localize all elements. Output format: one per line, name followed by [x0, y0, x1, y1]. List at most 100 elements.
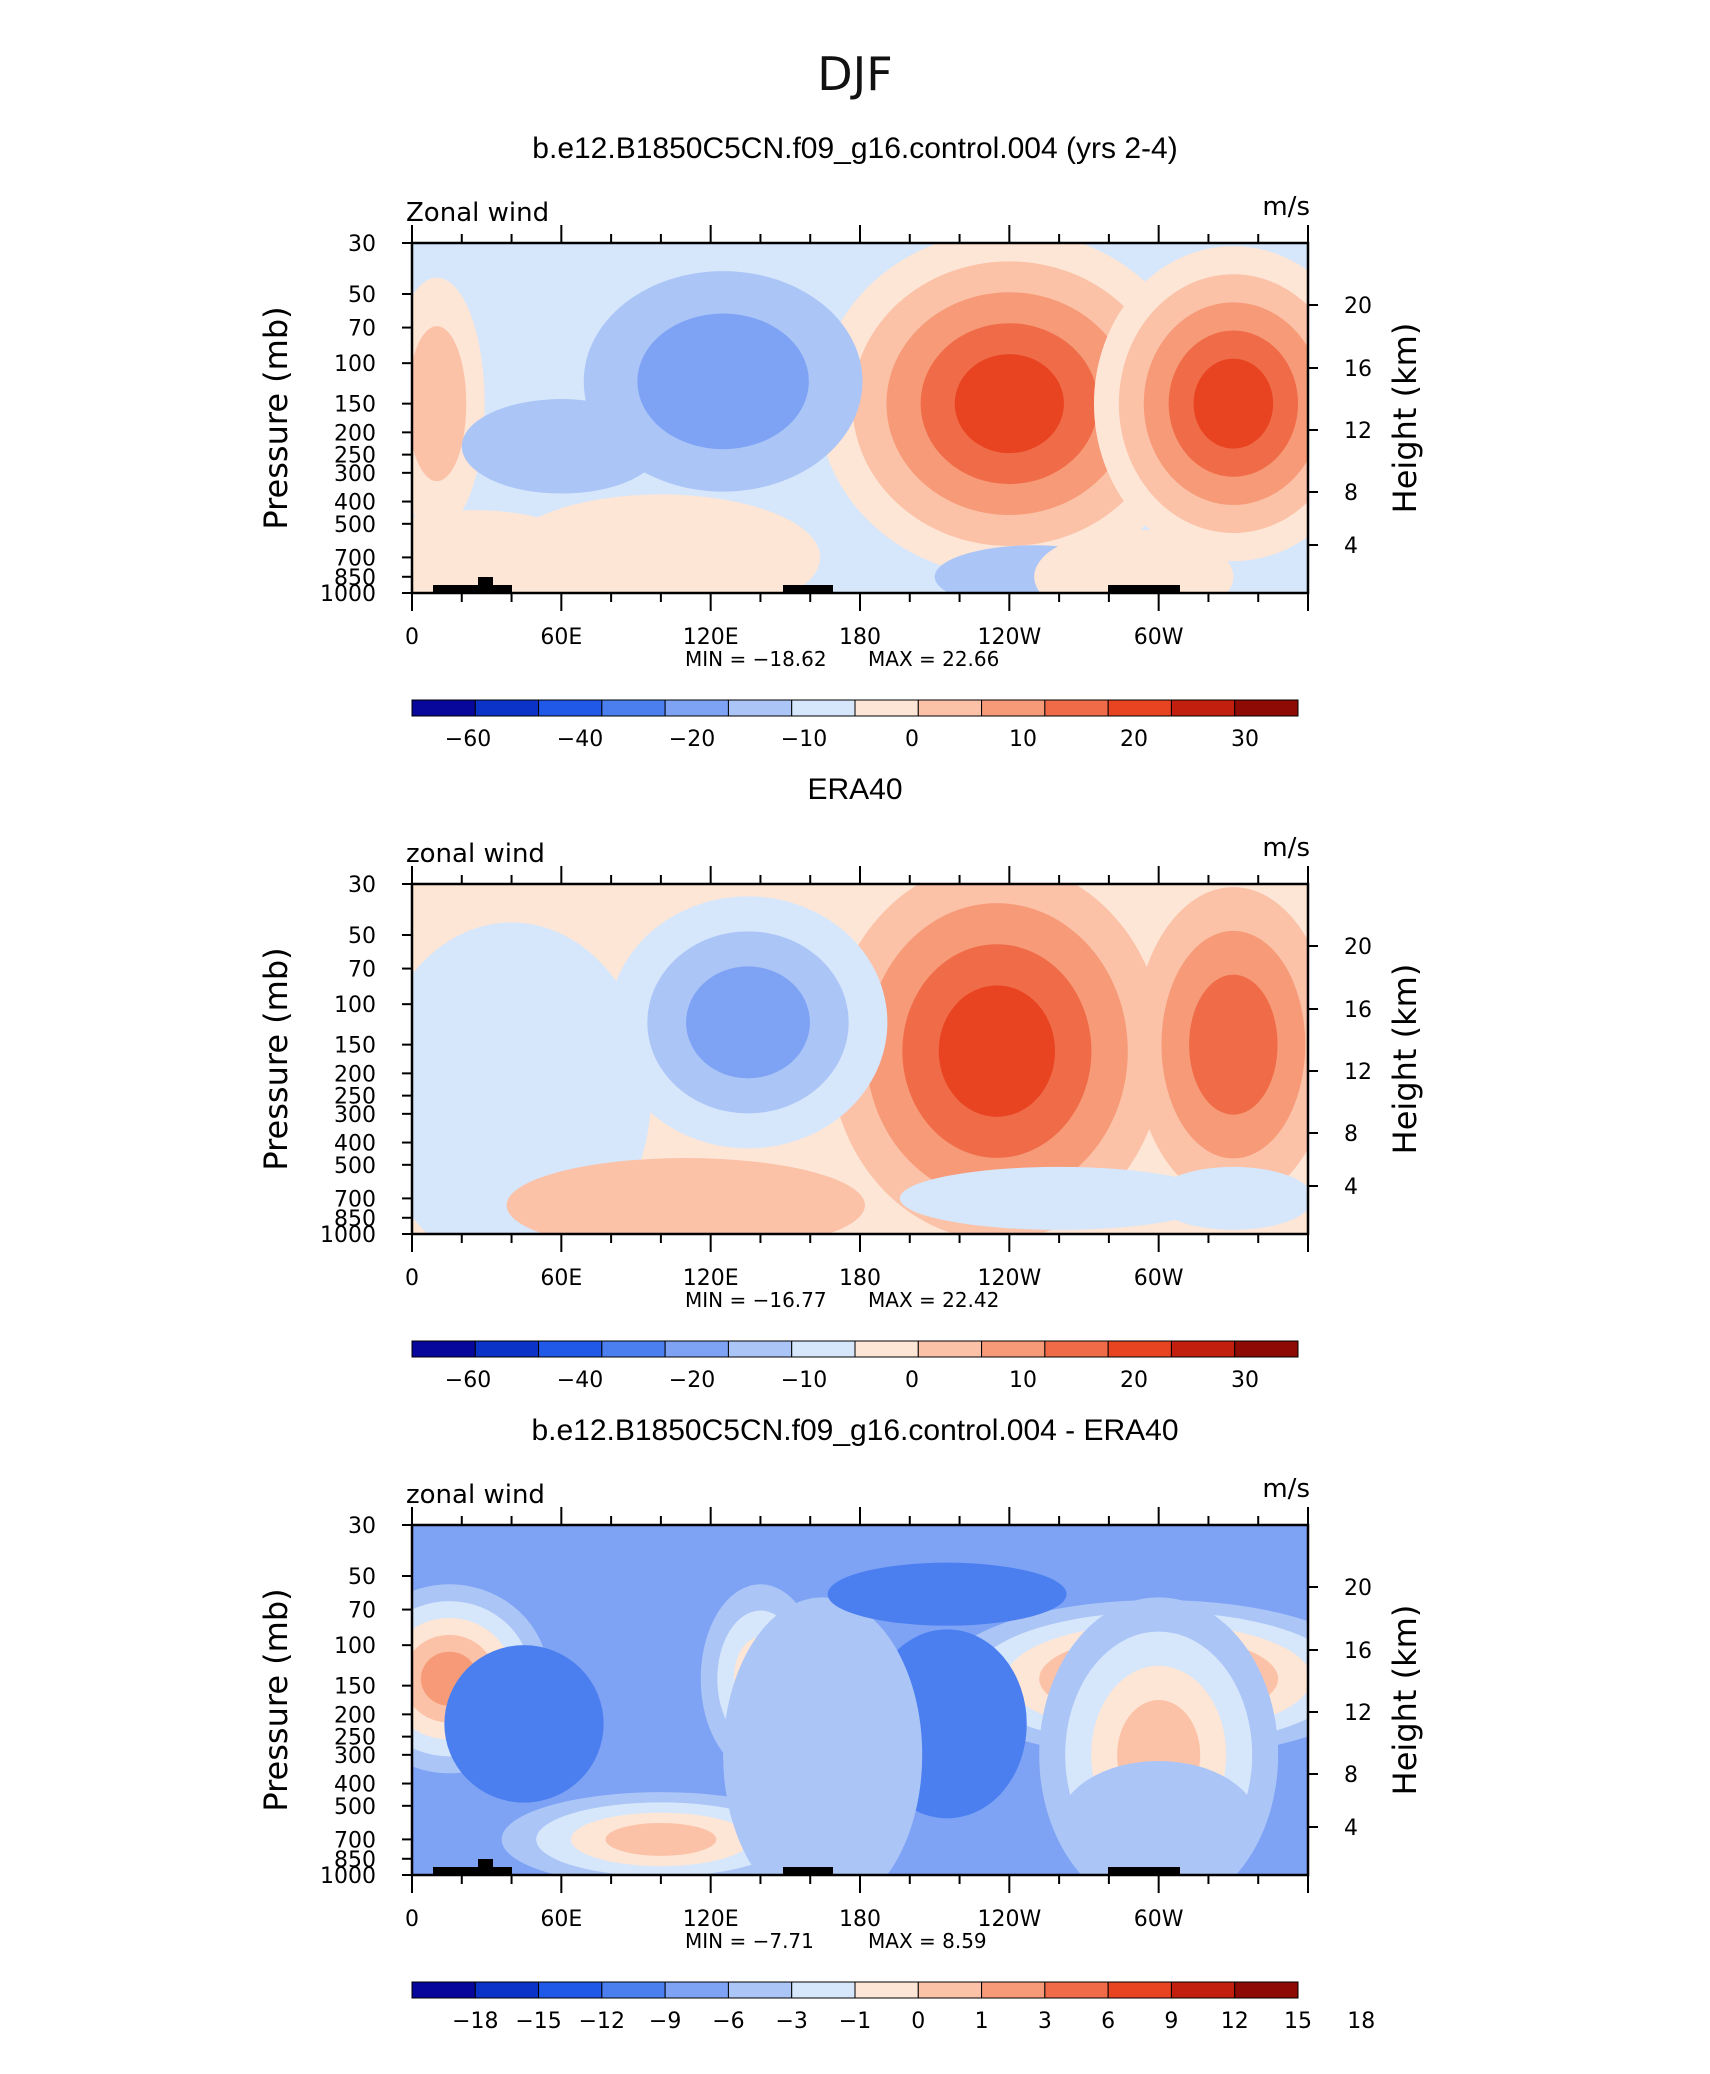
colorbar-swatch	[474, 1340, 540, 1358]
contour-band	[637, 313, 809, 450]
y-tick-label: 50	[348, 924, 376, 949]
contour-field	[412, 243, 1308, 593]
colorbar-swatch	[854, 699, 919, 717]
colorbar-swatch	[981, 1981, 1046, 1999]
colorbar-label: −60	[445, 727, 491, 752]
x-tick-label: 0	[405, 1266, 419, 1291]
colorbar-label: −20	[669, 1368, 715, 1393]
colorbar-label: 15	[1284, 2009, 1312, 2034]
contour-band	[827, 1562, 1067, 1626]
y-tick-label: 70	[348, 1599, 376, 1624]
colorbar-label: 20	[1120, 727, 1148, 752]
colorbar-label: 18	[1347, 2009, 1375, 2034]
y-tick-label: 250	[334, 1726, 376, 1751]
variable-label: Zonal wind	[406, 198, 549, 228]
colorbar-swatch	[1044, 1981, 1109, 1999]
contour-band	[605, 1822, 717, 1856]
chart-title: b.e12.B1850C5CN.f09_g16.control.004 - ER…	[531, 1414, 1178, 1447]
y2-tick-label: 16	[1344, 998, 1372, 1023]
topography-mark	[493, 1867, 512, 1875]
contour-band	[954, 354, 1064, 454]
colorbar-swatch	[474, 699, 540, 717]
x-tick-label: 180	[839, 625, 881, 650]
panels: b.e12.B1850C5CN.f09_g16.control.004 (yrs…	[257, 132, 1424, 2034]
y-tick-label: 150	[334, 1034, 376, 1059]
y-tick-label: 50	[348, 1565, 376, 1590]
contour-band	[1059, 1761, 1259, 1875]
colorbar-swatch	[474, 1981, 540, 1999]
colorbar-swatch	[1234, 699, 1299, 717]
colorbar-swatch	[791, 1340, 856, 1358]
x-tick-label: 120W	[977, 625, 1041, 650]
units-label: m/s	[1262, 1474, 1310, 1504]
y-tick-label: 200	[334, 1062, 376, 1087]
y-axis-label: Pressure (mb)	[257, 306, 295, 529]
colorbar-label: −10	[781, 1368, 827, 1393]
y2-tick-label: 16	[1344, 1639, 1372, 1664]
y-tick-label: 400	[334, 491, 376, 516]
colorbar-swatch	[1107, 1981, 1172, 1999]
contour-field	[412, 884, 1308, 1234]
colorbar-label: 6	[1101, 2009, 1115, 2034]
contour-band	[506, 1158, 865, 1234]
variable-label: zonal wind	[406, 1480, 545, 1510]
colorbar-label: 3	[1038, 2009, 1052, 2034]
contour-band	[412, 326, 467, 482]
y-tick-label: 1000	[320, 1864, 376, 1889]
colorbar-swatch	[664, 699, 729, 717]
contour-band	[723, 1597, 923, 1875]
colorbar-label: −9	[649, 2009, 681, 2034]
y-tick-label: 400	[334, 1132, 376, 1157]
min-value-text: MIN = −7.71	[685, 1929, 814, 1953]
x-tick-label: 60E	[540, 1266, 582, 1291]
colorbar-swatch	[1170, 1340, 1236, 1358]
colorbar-label: −6	[712, 2009, 744, 2034]
contour-band	[938, 985, 1056, 1117]
colorbar-label: 20	[1120, 1368, 1148, 1393]
colorbar-swatch	[1107, 699, 1172, 717]
colorbar-swatch	[791, 699, 856, 717]
x-tick-label: 60W	[1134, 1907, 1184, 1932]
x-tick-label: 120E	[683, 625, 739, 650]
topography-mark	[493, 585, 512, 593]
y2-tick-label: 12	[1344, 419, 1372, 444]
min-value-text: MIN = −16.77	[685, 1288, 827, 1312]
colorbar-swatch	[1107, 1340, 1172, 1358]
x-tick-label: 120W	[977, 1907, 1041, 1932]
y-tick-label: 100	[334, 993, 376, 1018]
y-tick-label: 300	[334, 1744, 376, 1769]
colorbar-label: −40	[557, 727, 603, 752]
colorbar-label: 0	[905, 1368, 919, 1393]
y2-tick-label: 4	[1344, 1816, 1358, 1841]
colorbar-swatch	[727, 1981, 793, 1999]
y-tick-label: 70	[348, 317, 376, 342]
x-tick-label: 180	[839, 1907, 881, 1932]
colorbar-swatch	[538, 1981, 603, 1999]
topography-mark	[783, 585, 833, 593]
colorbar-swatch	[411, 699, 476, 717]
y-tick-label: 30	[348, 232, 376, 257]
x-tick-label: 120E	[683, 1266, 739, 1291]
y2-tick-label: 12	[1344, 1701, 1372, 1726]
colorbar-label: 9	[1164, 2009, 1178, 2034]
colorbar-swatch	[1044, 699, 1109, 717]
y-tick-label: 150	[334, 1675, 376, 1700]
colorbar-label: −40	[557, 1368, 603, 1393]
x-tick-label: 60E	[540, 1907, 582, 1932]
colorbar-label: 12	[1221, 2009, 1249, 2034]
chart-title: ERA40	[807, 773, 902, 806]
y2-tick-label: 4	[1344, 1175, 1358, 1200]
topography-mark	[1108, 1867, 1180, 1875]
y2-tick-label: 12	[1344, 1060, 1372, 1085]
contour-band	[1193, 358, 1274, 449]
chart-panel-3: b.e12.B1850C5CN.f09_g16.control.004 - ER…	[257, 1414, 1424, 2034]
y-tick-label: 250	[334, 444, 376, 469]
max-value-text: MAX = 22.66	[868, 647, 999, 671]
units-label: m/s	[1262, 833, 1310, 863]
y-tick-label: 150	[334, 393, 376, 418]
y-tick-label: 200	[334, 421, 376, 446]
y2-tick-label: 4	[1344, 534, 1358, 559]
chart-title: b.e12.B1850C5CN.f09_g16.control.004 (yrs…	[532, 132, 1177, 165]
colorbar-swatch	[1044, 1340, 1109, 1358]
x-tick-label: 60W	[1134, 1266, 1184, 1291]
